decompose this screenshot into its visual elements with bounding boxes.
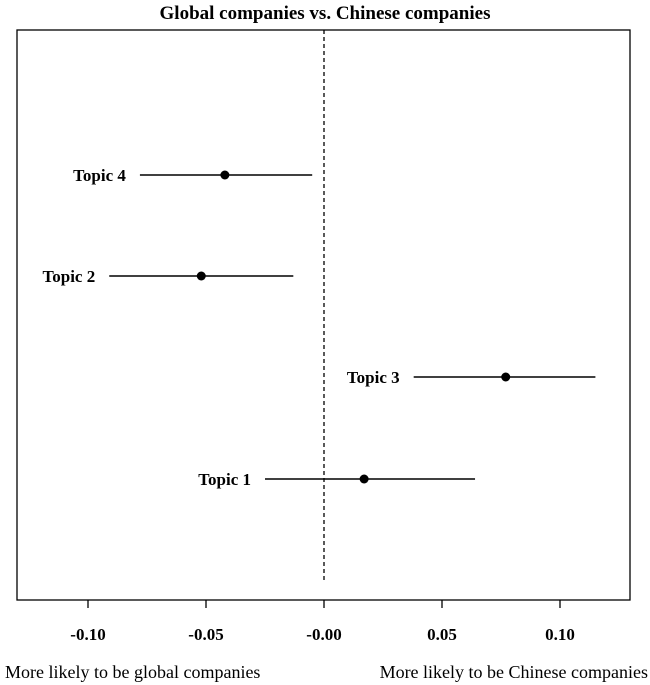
estimate-2: Topic 2 xyxy=(42,267,294,286)
chart-title: Global companies vs. Chinese companies xyxy=(160,3,491,24)
point-estimate xyxy=(359,474,369,484)
topic-label: Topic 1 xyxy=(198,470,251,489)
estimate-4: Topic 1 xyxy=(198,470,476,489)
topic-label: Topic 3 xyxy=(347,368,400,387)
estimates-layer: Topic 4 Topic 2 Topic 3 Topic 1 xyxy=(42,166,596,489)
topic-label: Topic 4 xyxy=(73,166,126,185)
x-tick-label: -0.00 xyxy=(306,625,341,644)
point-estimate xyxy=(196,271,206,281)
x-axis: -0.10 -0.05 -0.00 0.05 0.10 xyxy=(70,600,575,644)
point-estimate xyxy=(220,170,230,180)
x-tick-label: 0.05 xyxy=(427,625,457,644)
x-tick-label: 0.10 xyxy=(545,625,575,644)
point-estimate xyxy=(501,372,511,382)
estimate-3: Topic 3 xyxy=(347,368,596,387)
topic-label: Topic 2 xyxy=(42,267,95,286)
x-annotation-left: More likely to be global companies xyxy=(5,662,260,682)
estimate-1: Topic 4 xyxy=(73,166,313,185)
x-tick-label: -0.05 xyxy=(188,625,223,644)
x-tick-label: -0.10 xyxy=(70,625,105,644)
x-annotation-right: More likely to be Chinese companies xyxy=(380,662,648,682)
